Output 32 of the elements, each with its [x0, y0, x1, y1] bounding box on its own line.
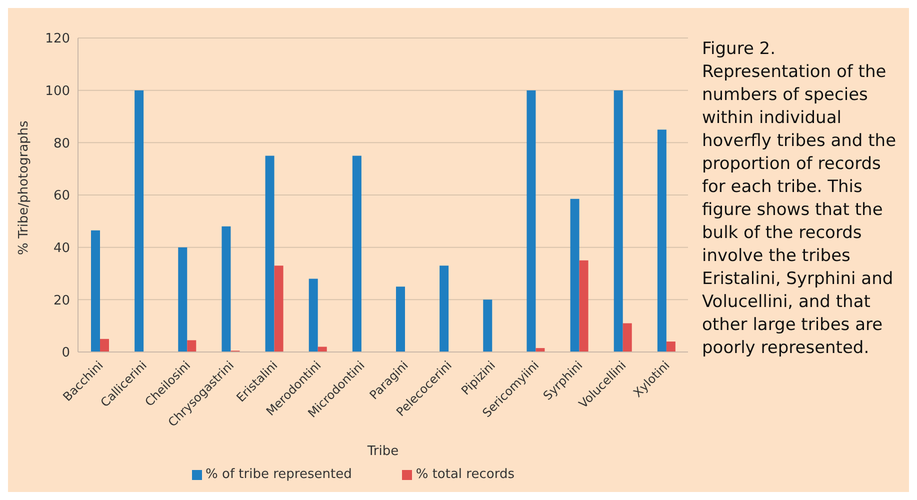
- y-tick-label: 100: [45, 84, 70, 99]
- bar: [614, 90, 623, 352]
- y-tick-label: 120: [45, 32, 70, 47]
- bar: [308, 278, 318, 352]
- bar: [622, 323, 632, 352]
- bar: [178, 247, 188, 352]
- y-axis-title: % Tribe/photographs: [16, 120, 32, 255]
- x-axis-title: Tribe: [366, 444, 399, 459]
- text: Figure 2. Representation of the numbers of species within individual hoverfly tribes and the proportion of records for each tribe. This figure shows that the bulk of the records involve the tribes Eristalini, Syrphini and Volucellini, and that other large tribes are poorly represented.: [702, 39, 896, 358]
- bar: [579, 260, 588, 352]
- bar: [222, 226, 231, 352]
- bar: [352, 156, 362, 352]
- bar: [265, 156, 274, 352]
- bar: [187, 340, 196, 352]
- bar: [396, 286, 405, 352]
- bar: [657, 130, 666, 352]
- bar: [526, 90, 536, 352]
- y-tick-label: 20: [53, 293, 70, 308]
- y-tick-label: 40: [53, 240, 70, 256]
- y-tick-label: 80: [53, 136, 70, 152]
- y-tick-label: 60: [53, 188, 70, 204]
- bar: [100, 338, 109, 352]
- legend-label: % total records: [414, 467, 514, 482]
- bar: [570, 198, 580, 352]
- bar: [134, 90, 144, 352]
- bar: [274, 266, 284, 352]
- bar: [483, 300, 492, 352]
- bar: [666, 342, 676, 352]
- legend-label: % of tribe represented: [204, 467, 352, 482]
- bar: [91, 230, 100, 352]
- y-tick-label: 0: [62, 346, 70, 361]
- bar: [440, 266, 449, 352]
